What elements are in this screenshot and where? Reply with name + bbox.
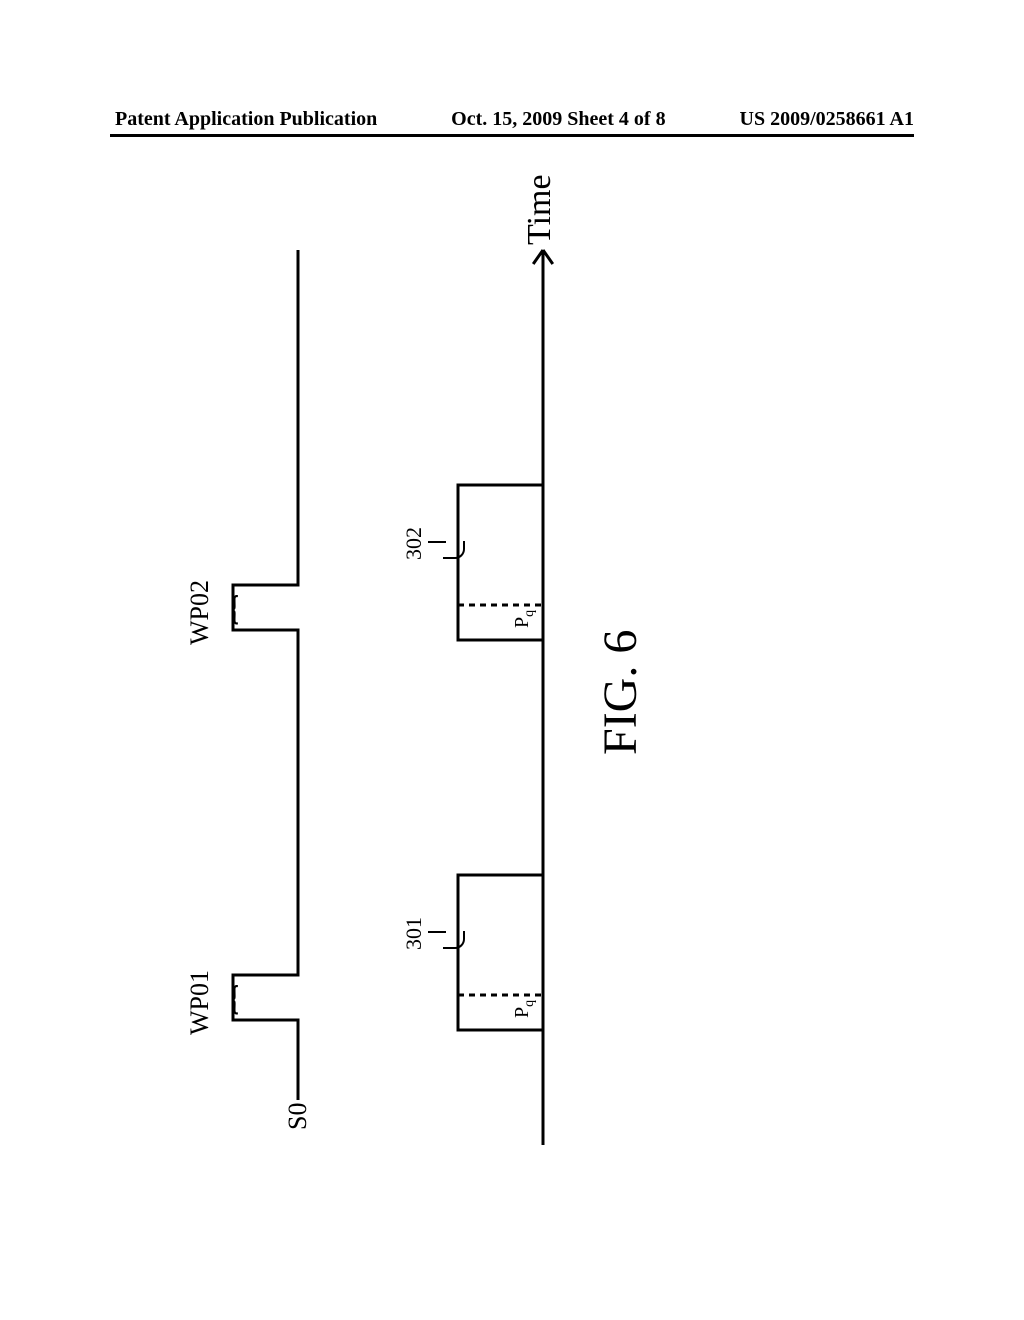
- ref-302: 302: [401, 527, 427, 560]
- label-wp02: WP02: [185, 580, 215, 645]
- timing-diagram: [153, 185, 739, 1185]
- pq-label-1: Pq: [511, 1000, 538, 1018]
- page-header: Patent Application Publication Oct. 15, …: [0, 108, 1024, 131]
- header-rule: [110, 134, 914, 137]
- signal-label-s0: S0: [283, 1103, 313, 1130]
- figure-number: FIG. 6: [593, 630, 648, 755]
- label-wp01: WP01: [185, 970, 215, 1035]
- brace-wp01: ﹛: [221, 962, 249, 1026]
- figure-6: S0 ﹛ WP01 ﹛ WP02 301 302 Pq Pq Time: [153, 599, 1024, 1185]
- leader-curve-301: [443, 931, 465, 949]
- header-center: Oct. 15, 2009 Sheet 4 of 8: [451, 108, 665, 131]
- ref-301: 301: [401, 917, 427, 950]
- pq-label-2: Pq: [511, 610, 538, 628]
- header-left: Patent Application Publication: [115, 108, 377, 131]
- axis-label-time: Time: [521, 174, 559, 245]
- leader-curve-302: [443, 541, 465, 559]
- header-right: US 2009/0258661 A1: [740, 108, 914, 131]
- brace-wp02: ﹛: [221, 572, 249, 636]
